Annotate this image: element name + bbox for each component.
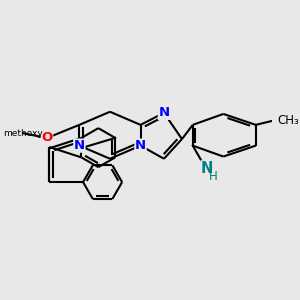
Text: N: N xyxy=(158,106,169,119)
Text: O: O xyxy=(41,131,52,145)
Text: N: N xyxy=(74,139,85,152)
Text: N: N xyxy=(201,161,213,176)
Text: H: H xyxy=(208,170,217,183)
Text: methoxy: methoxy xyxy=(3,129,43,138)
Text: N: N xyxy=(135,139,146,152)
Text: CH₃: CH₃ xyxy=(278,114,299,127)
